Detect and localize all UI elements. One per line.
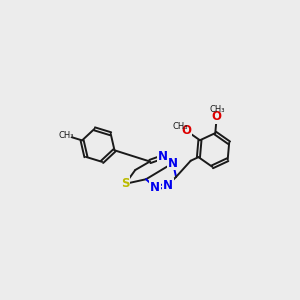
Text: N: N [158, 150, 168, 164]
Text: S: S [121, 177, 130, 190]
Text: N: N [168, 157, 178, 169]
Text: CH₃: CH₃ [172, 122, 188, 131]
Text: N: N [150, 181, 160, 194]
Text: CH₃: CH₃ [59, 131, 74, 140]
Text: N: N [163, 179, 172, 192]
Text: O: O [182, 124, 192, 137]
Text: O: O [212, 110, 222, 124]
Text: CH₃: CH₃ [210, 105, 225, 114]
